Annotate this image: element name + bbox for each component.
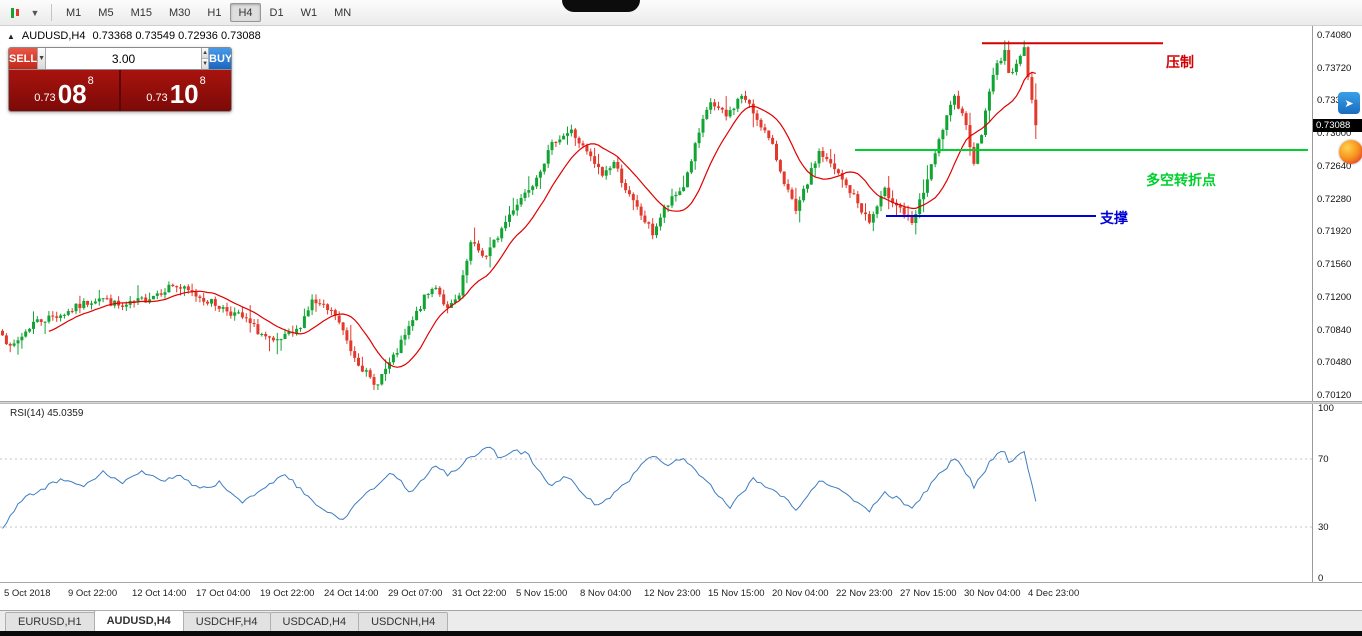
chart-title: ▲ AUDUSD,H4 0.73368 0.73549 0.72936 0.73…: [7, 30, 261, 42]
timeframe-button-m30[interactable]: M30: [168, 6, 191, 19]
timeframe-button-mn[interactable]: MN: [334, 6, 352, 19]
time-axis-label: 30 Nov 04:00: [964, 588, 1021, 599]
bottom-edge-strip: [0, 631, 1362, 636]
chart-tab-eurusd[interactable]: EURUSD,H1: [5, 612, 95, 631]
timeframe-button-m1[interactable]: M1: [66, 6, 82, 19]
chart-tab-usdcnh[interactable]: USDCNH,H4: [358, 612, 449, 631]
camera-notch: [562, 0, 640, 12]
top-toolbar: ▼ M1 M5 M15 M30 H1 H4 D1 W1 MN: [0, 0, 1362, 26]
chart-tab-bar: EURUSD,H1 AUDUSD,H4 USDCHF,H4 USDCAD,H4 USDC…: [0, 610, 1362, 631]
one-click-trading-panel: SELL ▼ ▲ ▼ BUY 0.73 08 8 0.73 10 8: [8, 47, 232, 112]
buy-price-display[interactable]: 0.73 10 8: [121, 70, 231, 111]
rsi-axis-label: 100: [1318, 403, 1334, 414]
time-axis-label: 5 Nov 15:00: [516, 588, 568, 599]
price-axis-label: 0.71920: [1317, 226, 1352, 238]
chart-tab-usdcad[interactable]: USDCAD,H4: [269, 612, 360, 631]
time-axis-label: 12 Nov 23:00: [644, 588, 701, 599]
browser-app-icon[interactable]: [1339, 140, 1362, 164]
chart-tools-dropdown-icon[interactable]: ▼: [30, 7, 40, 18]
sell-price-pips: 08: [57, 78, 87, 109]
chart-type-icon[interactable]: [5, 3, 25, 23]
time-axis-label: 12 Oct 14:00: [132, 588, 187, 599]
price-axis-label: 0.70840: [1317, 324, 1352, 336]
price-chart-canvas[interactable]: [0, 26, 1312, 402]
sell-price-prefix: 0.73: [34, 92, 56, 104]
time-axis-label: 29 Oct 07:00: [388, 588, 443, 599]
price-axis-label: 0.73720: [1317, 62, 1352, 74]
time-axis-label: 20 Nov 04:00: [772, 588, 829, 599]
time-axis-divider: [0, 582, 1362, 583]
price-axis-label: 0.73360: [1317, 95, 1352, 107]
time-axis-label: 8 Nov 04:00: [580, 588, 632, 599]
time-axis-label: 17 Oct 04:00: [196, 588, 251, 599]
rsi-indicator-label: RSI(14) 45.0359: [10, 408, 84, 419]
indicator-splitter[interactable]: [0, 401, 1362, 404]
price-axis-label: 0.74080: [1317, 30, 1352, 41]
time-axis-label: 31 Oct 22:00: [452, 588, 507, 599]
time-axis-label: 9 Oct 22:00: [68, 588, 118, 599]
rsi-chart-canvas[interactable]: [0, 404, 1312, 582]
rsi-axis-label: 70: [1318, 454, 1329, 465]
one-click-toggle-icon[interactable]: ▲: [7, 31, 15, 41]
timeframe-group: M1 M5 M15 M30 H1 H4 D1 W1 MN: [58, 3, 360, 22]
price-axis-label: 0.70480: [1317, 357, 1352, 369]
price-axis-label: 0.72640: [1317, 160, 1352, 172]
lot-stepper: ▲ ▼: [201, 48, 210, 69]
stepper-up-icon[interactable]: ▲: [202, 48, 209, 59]
chart-window: ▲ AUDUSD,H4 0.73368 0.73549 0.72936 0.73…: [0, 26, 1362, 610]
lot-size-input[interactable]: [46, 48, 202, 69]
rsi-axis-label: 30: [1318, 522, 1329, 533]
time-axis-label: 27 Nov 15:00: [900, 588, 957, 599]
stepper-down-icon[interactable]: ▼: [202, 59, 209, 69]
annotation-label-resistance: 压制: [1166, 55, 1194, 71]
buy-price-point: 8: [199, 75, 206, 87]
sell-price-point: 8: [87, 75, 94, 87]
time-axis-label: 4 Dec 23:00: [1028, 588, 1080, 599]
price-axis-label: 0.70120: [1317, 390, 1352, 401]
timeframe-button-m5[interactable]: M5: [98, 6, 114, 19]
chart-symbol-label: AUDUSD,H4: [21, 30, 86, 42]
price-axis-label: 0.71200: [1317, 291, 1352, 303]
buy-price-pips: 10: [169, 78, 199, 109]
candlestick-icon: [11, 7, 19, 18]
timeframe-button-m15[interactable]: M15: [130, 6, 152, 19]
time-axis-label: 24 Oct 14:00: [324, 588, 379, 599]
messenger-app-icon[interactable]: ➤: [1338, 92, 1360, 114]
time-axis-label: 19 Oct 22:00: [260, 588, 315, 599]
time-axis-label: 15 Nov 15:00: [708, 588, 765, 599]
chart-tab-audusd[interactable]: AUDUSD,H4: [93, 610, 184, 631]
sell-price-display[interactable]: 0.73 08 8: [9, 70, 121, 111]
time-axis-label: 5 Oct 2018: [4, 588, 51, 599]
annotation-label-bull-bear-pivot: 多空转折点: [1146, 173, 1216, 189]
chart-tab-usdchf[interactable]: USDCHF,H4: [182, 612, 271, 631]
chart-ohlc-values: 0.73368 0.73549 0.72936 0.73088: [92, 30, 261, 42]
lot-dropdown-icon[interactable]: ▼: [37, 48, 47, 69]
timeframe-button-h4[interactable]: H4: [230, 3, 261, 22]
timeframe-button-d1[interactable]: D1: [269, 6, 284, 19]
price-axis-label: 0.73000: [1317, 128, 1352, 140]
timeframe-button-w1[interactable]: W1: [300, 6, 318, 19]
buy-price-prefix: 0.73: [146, 92, 168, 104]
price-axis-label: 0.71560: [1317, 259, 1352, 271]
toolbar-separator: [51, 4, 52, 21]
sell-button[interactable]: SELL: [9, 48, 38, 69]
annotation-label-support: 支撑: [1100, 211, 1128, 227]
price-axis-divider: [1312, 26, 1313, 582]
buy-button[interactable]: BUY: [209, 48, 231, 69]
current-price-badge: 0.73088: [1313, 119, 1362, 132]
rsi-axis-label: 0: [1318, 573, 1324, 584]
price-axis-label: 0.72280: [1317, 193, 1352, 205]
time-axis-label: 22 Nov 23:00: [836, 588, 893, 599]
timeframe-button-h1[interactable]: H1: [207, 6, 222, 19]
